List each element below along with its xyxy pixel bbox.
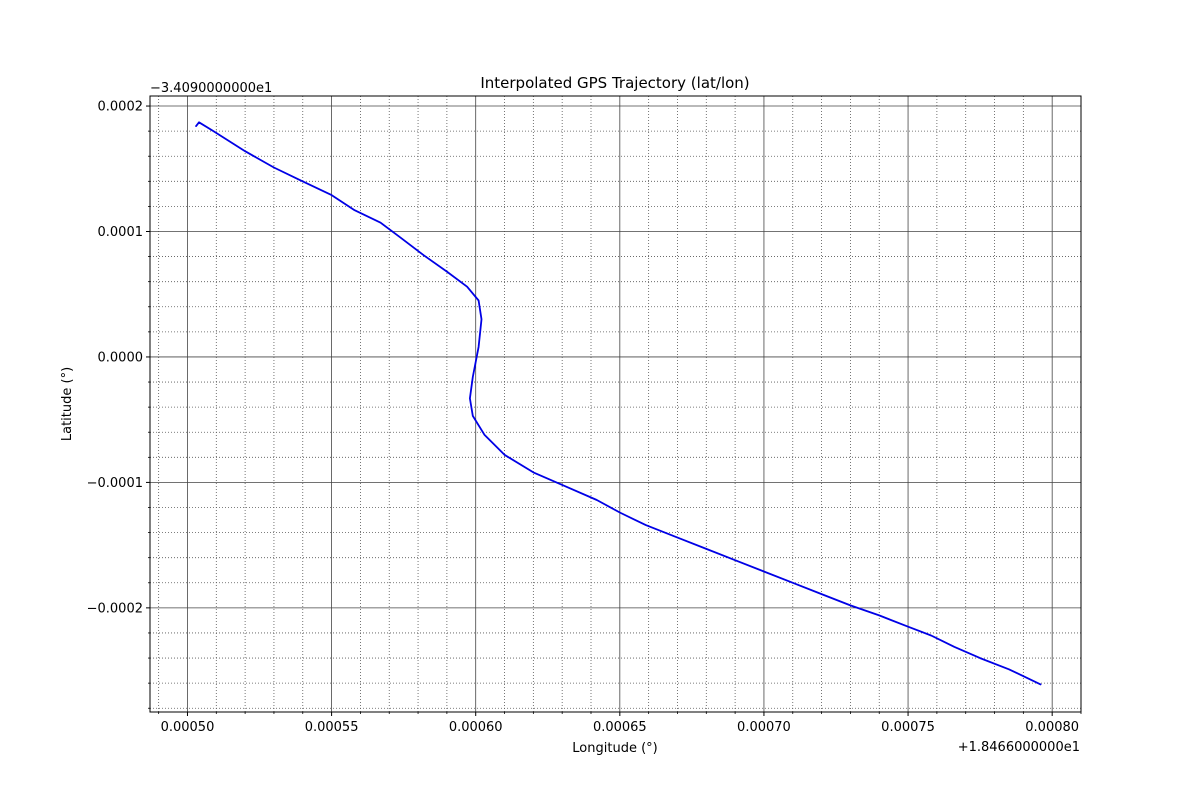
x-tick-label: 0.00055 [305,720,359,735]
chart-title: Interpolated GPS Trajectory (lat/lon) [480,74,749,92]
x-tick-label: 0.00075 [881,720,935,735]
y-tick-label: 0.0002 [98,100,144,115]
x-tick-labels: 0.00050 0.00055 0.00060 0.00065 0.00070 0.000… [161,720,1079,735]
y-tick-label: 0.0000 [98,350,144,365]
y-tick-label: −0.0002 [87,601,143,616]
y-tick-label: −0.0001 [87,476,143,491]
y-tick-labels: 0.0002 0.0001 0.0000 −0.0001 −0.0002 [87,100,143,617]
y-axis-offset-label: −3.4090000000e1 [150,81,272,96]
axis-ticks [146,105,1082,716]
x-tick-label: 0.00050 [161,720,215,735]
x-axis-label: Longitude (°) [572,741,657,756]
x-tick-label: 0.00070 [737,720,791,735]
major-gridlines [150,96,1081,712]
x-axis-offset-label: +1.8466000000e1 [958,740,1080,755]
minor-gridlines [150,96,1082,712]
y-axis-label: Latitude (°) [60,367,75,441]
trajectory-line [195,121,1042,686]
series-layer [195,121,1042,686]
x-tick-label: 0.00080 [1025,720,1079,735]
x-tick-label: 0.00060 [449,720,503,735]
y-tick-label: 0.0001 [98,225,144,240]
plot-area-frame [149,95,1082,713]
x-tick-label: 0.00065 [593,720,647,735]
